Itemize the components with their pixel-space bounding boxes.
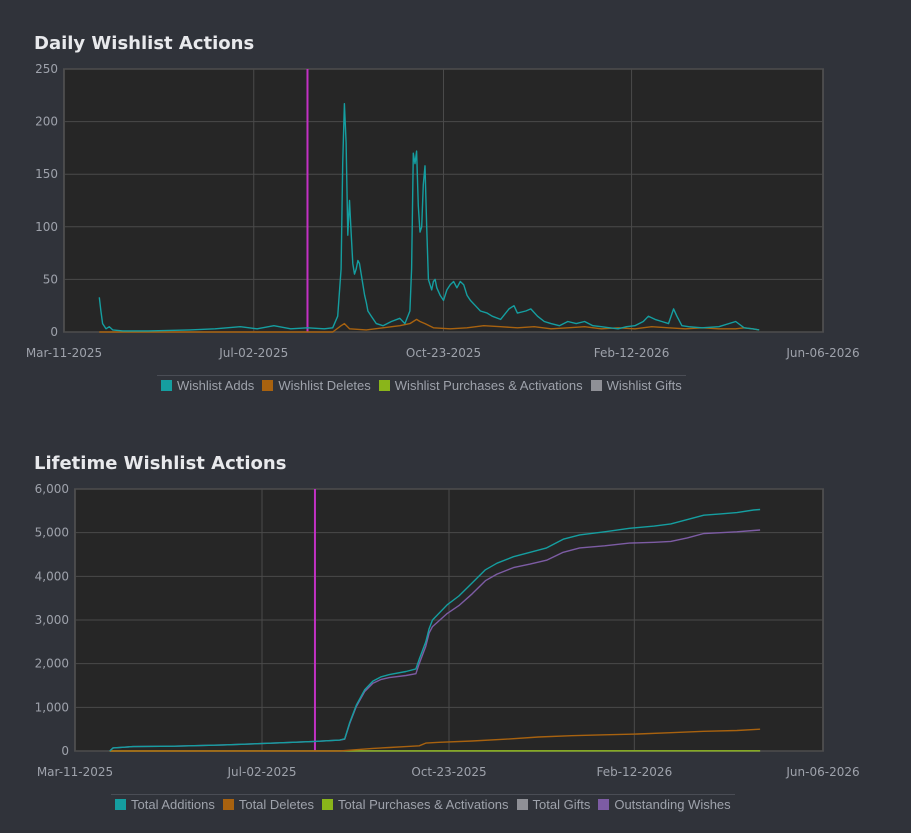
daily-y-tick-label: 50 [43, 272, 58, 286]
lifetime-y-tick-label: 4,000 [35, 569, 69, 583]
legend-item-outstanding-wishes[interactable]: Outstanding Wishes [598, 797, 731, 812]
lifetime-y-tick-label: 3,000 [35, 613, 69, 627]
daily-y-tick-label: 100 [35, 220, 58, 234]
legend-swatch [598, 799, 610, 810]
legend-item-total-purchases-activations[interactable]: Total Purchases & Activations [322, 797, 509, 812]
daily-y-tick-label: 0 [50, 325, 58, 339]
legend-label: Total Deletes [238, 797, 314, 812]
daily-x-tick-label: Oct-23-2025 [406, 346, 481, 360]
lifetime-y-tick-label: 6,000 [35, 482, 69, 496]
legend-label: Total Gifts [532, 797, 591, 812]
daily-chart-title: Daily Wishlist Actions [34, 33, 255, 54]
legend-swatch [590, 380, 602, 391]
legend-item-wishlist-deletes[interactable]: Wishlist Deletes [262, 378, 371, 393]
daily-x-tick-label: Jul-02-2025 [218, 346, 288, 360]
legend-item-wishlist-adds[interactable]: Wishlist Adds [161, 378, 254, 393]
legend-label: Outstanding Wishes [614, 797, 731, 812]
legend-swatch [161, 380, 172, 391]
daily-x-tick-label: Mar-11-2025 [26, 346, 102, 360]
lifetime-wishlist-chart: 0 1,000 2,000 3,000 4,000 5,000 6,000 Mar-11-20… [35, 482, 860, 779]
legend-swatch [115, 799, 126, 810]
lifetime-series-total-additions [109, 508, 761, 752]
legend-label: Wishlist Adds [177, 378, 255, 393]
daily-x-tick-label: Jun-06-2026 [785, 346, 859, 360]
legend-swatch [516, 799, 528, 810]
lifetime-x-tick-label: Jun-06-2026 [785, 765, 859, 779]
lifetime-x-tick-label: Mar-11-2025 [37, 765, 113, 779]
legend-label: Wishlist Purchases & Activations [394, 378, 583, 393]
legend-swatch [322, 799, 333, 810]
lifetime-x-tick-label: Feb-12-2026 [596, 765, 672, 779]
daily-wishlist-chart: 0 50 100 150 200 250 Mar-11-2025 Jul-02-2025 Oct… [26, 62, 860, 360]
lifetime-series-total-deletes [109, 728, 761, 752]
legend-label: Total Purchases & Activations [338, 797, 509, 812]
legend-item-total-deletes[interactable]: Total Deletes [222, 797, 314, 812]
lifetime-x-tick-label: Oct-23-2025 [411, 765, 486, 779]
daily-y-tick-label: 150 [35, 167, 58, 181]
daily-series-wishlist-adds [98, 103, 760, 332]
lifetime-y-tick-label: 2,000 [35, 657, 69, 671]
daily-y-tick-label: 250 [35, 62, 58, 76]
legend-swatch [378, 380, 390, 391]
legend-item-total-gifts[interactable]: Total Gifts [516, 797, 591, 812]
legend-swatch [222, 799, 234, 810]
legend-item-wishlist-gifts[interactable]: Wishlist Gifts [590, 378, 682, 393]
lifetime-x-tick-label: Jul-02-2025 [227, 765, 297, 779]
daily-y-tick-label: 200 [35, 115, 58, 129]
daily-series-wishlist-deletes [99, 318, 760, 333]
legend-label: Wishlist Deletes [278, 378, 371, 393]
lifetime-y-tick-label: 0 [61, 744, 69, 758]
legend-swatch [262, 380, 274, 391]
legend-label: Wishlist Gifts [606, 378, 682, 393]
legend-item-wishlist-purchases-activations[interactable]: Wishlist Purchases & Activations [378, 378, 583, 393]
daily-chart-legend: Wishlist Adds Wishlist Deletes Wishlist Pu… [157, 375, 686, 395]
lifetime-y-tick-label: 1,000 [35, 700, 69, 714]
legend-label: Total Additions [131, 797, 215, 812]
lifetime-chart-title: Lifetime Wishlist Actions [34, 453, 287, 474]
lifetime-y-tick-label: 5,000 [35, 526, 69, 540]
daily-x-tick-label: Feb-12-2026 [594, 346, 670, 360]
legend-item-total-additions[interactable]: Total Additions [115, 797, 215, 812]
lifetime-chart-legend: Total Additions Total Deletes Total Purcha… [111, 794, 735, 814]
